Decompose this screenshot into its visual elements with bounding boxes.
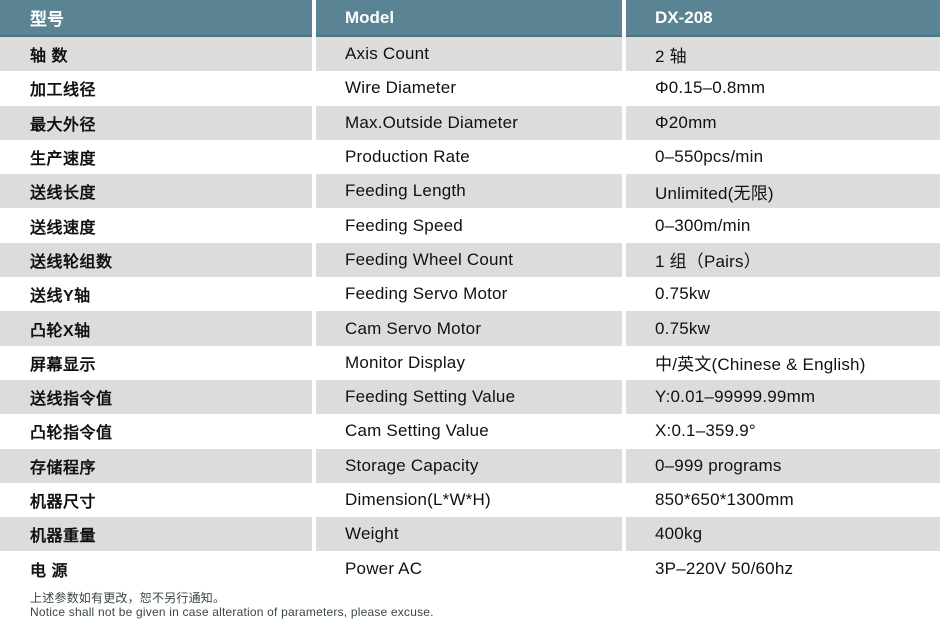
table-row: 屏幕显示 Monitor Display 中/英文(Chinese & Engl…: [0, 345, 940, 380]
spec-label-en: Cam Setting Value: [316, 414, 622, 449]
spec-label-en: Max.Outside Diameter: [316, 105, 622, 140]
table-row: 凸轮X轴 Cam Servo Motor 0.75kw: [0, 311, 940, 346]
spec-value: 0.75kw: [626, 311, 940, 346]
spec-label-cn: 凸轮指令值: [0, 414, 312, 449]
spec-value: Φ0.15–0.8mm: [626, 71, 940, 106]
spec-value: 850*650*1300mm: [626, 482, 940, 518]
disclaimer-line-en: Notice shall not be given in case altera…: [30, 604, 434, 619]
spec-value: Φ20mm: [626, 105, 940, 140]
table-row: 凸轮指令值 Cam Setting Value X:0.1–359.9°: [0, 414, 940, 449]
spec-label-cn: 加工线径: [0, 71, 312, 106]
spec-value: 中/英文(Chinese & English): [626, 345, 940, 380]
header-label-en: Model: [316, 0, 622, 37]
spec-label-en: Wire Diameter: [316, 71, 622, 106]
spec-label-en: Feeding Speed: [316, 208, 622, 243]
spec-label-en: Feeding Servo Motor: [316, 277, 622, 312]
spec-label-en: Feeding Setting Value: [316, 379, 622, 415]
spec-label-cn: 送线长度: [0, 174, 312, 209]
table-row: 机器尺寸 Dimension(L*W*H) 850*650*1300mm: [0, 482, 940, 518]
spec-label-cn: 轴 数: [0, 37, 312, 72]
spec-label-en: Dimension(L*W*H): [316, 482, 622, 518]
spec-label-en: Production Rate: [316, 139, 622, 175]
spec-value: 0–999 programs: [626, 448, 940, 483]
disclaimer-note: 上述参数如有更改，恕不另行通知。 Notice shall not be giv…: [0, 585, 940, 632]
table-row: 送线指令值 Feeding Setting Value Y:0.01–99999…: [0, 379, 940, 415]
spec-value: 3P–220V 50/60hz: [626, 551, 940, 586]
spec-label-en: Power AC: [316, 551, 622, 586]
spec-value: Y:0.01–99999.99mm: [626, 379, 940, 415]
table-header-row: 型号 Model DX-208: [0, 0, 940, 37]
table-row: 最大外径 Max.Outside Diameter Φ20mm: [0, 105, 940, 140]
spec-label-cn: 最大外径: [0, 105, 312, 140]
header-label-cn: 型号: [0, 0, 312, 37]
spec-value: 0–300m/min: [626, 208, 940, 243]
spec-value: 0.75kw: [626, 277, 940, 312]
spec-label-cn: 送线速度: [0, 208, 312, 243]
spec-value: 1 组（Pairs）: [626, 242, 940, 278]
spec-value: 0–550pcs/min: [626, 139, 940, 175]
spec-label-en: Feeding Length: [316, 174, 622, 209]
table-row: 送线速度 Feeding Speed 0–300m/min: [0, 208, 940, 243]
spec-value: 2 轴: [626, 37, 940, 72]
table-row: 电 源 Power AC 3P–220V 50/60hz: [0, 551, 940, 586]
spec-label-cn: 生产速度: [0, 139, 312, 175]
spec-label-cn: 送线轮组数: [0, 242, 312, 278]
spec-label-en: Monitor Display: [316, 345, 622, 380]
header-model-value: DX-208: [626, 0, 940, 37]
table-row: 送线轮组数 Feeding Wheel Count 1 组（Pairs）: [0, 242, 940, 278]
spec-label-cn: 屏幕显示: [0, 345, 312, 380]
spec-label-en: Cam Servo Motor: [316, 311, 622, 346]
table-row: 加工线径 Wire Diameter Φ0.15–0.8mm: [0, 71, 940, 106]
spec-label-cn: 送线指令值: [0, 379, 312, 415]
spec-value: Unlimited(无限): [626, 174, 940, 209]
spec-label-cn: 凸轮X轴: [0, 311, 312, 346]
spec-label-cn: 送线Y轴: [0, 277, 312, 312]
spec-value: 400kg: [626, 517, 940, 552]
spec-label-cn: 机器重量: [0, 517, 312, 552]
spec-label-cn: 存储程序: [0, 448, 312, 483]
spec-label-cn: 机器尺寸: [0, 482, 312, 518]
spec-label-cn: 电 源: [0, 551, 312, 586]
table-row: 机器重量 Weight 400kg: [0, 517, 940, 552]
table-row: 送线长度 Feeding Length Unlimited(无限): [0, 174, 940, 209]
spec-label-en: Storage Capacity: [316, 448, 622, 483]
spec-value: X:0.1–359.9°: [626, 414, 940, 449]
table-row: 生产速度 Production Rate 0–550pcs/min: [0, 139, 940, 175]
table-row: 轴 数 Axis Count 2 轴: [0, 37, 940, 72]
table-row: 送线Y轴 Feeding Servo Motor 0.75kw: [0, 277, 940, 312]
spec-label-en: Axis Count: [316, 37, 622, 72]
spec-label-en: Weight: [316, 517, 622, 552]
table-row: 存储程序 Storage Capacity 0–999 programs: [0, 448, 940, 483]
spec-label-en: Feeding Wheel Count: [316, 242, 622, 278]
disclaimer-line-cn: 上述参数如有更改，恕不另行通知。: [30, 590, 226, 605]
